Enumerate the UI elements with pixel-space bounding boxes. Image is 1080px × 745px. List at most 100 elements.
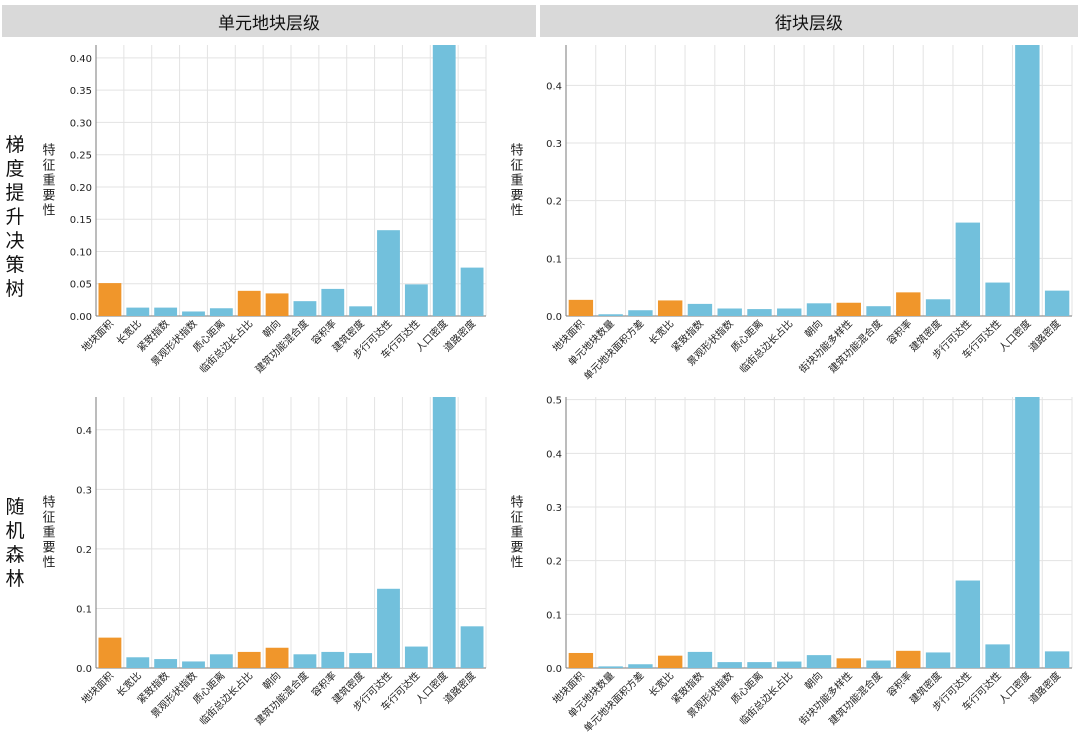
bar: [293, 301, 317, 316]
bar: [1044, 651, 1070, 668]
bar: [806, 303, 832, 316]
bar: [836, 302, 861, 316]
bar: [321, 651, 345, 668]
bar: [237, 651, 261, 668]
bar: [432, 45, 456, 316]
category-label: 道路密度: [1026, 669, 1063, 706]
y-tick-label: 0.1: [546, 254, 562, 265]
chart-rf-parcel: 0.00.10.20.30.4地块面积长宽比紧致指数景观形状指数质心距离临街总边…: [42, 397, 487, 728]
y-tick-label: 0.05: [70, 280, 92, 291]
y-tick-label: 0.1: [76, 604, 92, 615]
y-tick-label: 0.4: [546, 449, 562, 460]
y-tick-label: 0.35: [70, 86, 92, 97]
bar: [985, 644, 1010, 668]
bar: [717, 662, 742, 668]
category-label: 人口密度: [996, 317, 1033, 354]
bar: [747, 662, 772, 668]
y-tick-label: 0.30: [70, 118, 92, 129]
bar: [126, 307, 150, 316]
bar: [349, 306, 373, 316]
column-header-parcel-level: 单元地块层级: [2, 5, 536, 37]
bar: [925, 299, 951, 316]
y-tick-label: 0.3: [546, 503, 562, 514]
y-axis-label: 特征重要性: [42, 496, 55, 571]
bar: [209, 654, 233, 668]
bar: [598, 314, 623, 316]
y-axis-label: 特征重要性: [42, 144, 55, 219]
bar: [460, 626, 484, 668]
category-label: 街块功能多样性: [796, 669, 855, 728]
bar: [628, 664, 653, 668]
y-tick-label: 0.2: [546, 197, 562, 208]
bar: [896, 292, 921, 316]
bar: [955, 580, 981, 668]
y-tick-label: 0.1: [546, 610, 562, 621]
bar: [657, 655, 683, 668]
category-label: 人口密度: [996, 669, 1033, 706]
bar: [777, 308, 802, 316]
y-tick-label: 0.00: [70, 312, 92, 323]
row-label-random-forest: 随机森林: [5, 496, 25, 590]
bar: [98, 283, 122, 316]
y-tick-label: 0.3: [76, 485, 92, 496]
bar: [1015, 45, 1040, 316]
y-tick-label: 0.0: [546, 664, 562, 675]
bar: [432, 397, 456, 668]
category-label: 建筑功能混合度: [826, 317, 885, 376]
bar: [321, 288, 345, 316]
category-label: 朝向: [260, 669, 283, 692]
category-label: 景观形状指数: [148, 669, 200, 721]
bar: [349, 653, 373, 668]
bar: [657, 300, 683, 316]
category-label: 临街总边长占比: [737, 669, 796, 728]
category-label: 街块功能多样性: [796, 317, 855, 376]
y-tick-label: 0.0: [76, 664, 92, 675]
bar: [404, 646, 428, 668]
y-tick-label: 0.2: [546, 557, 562, 568]
y-tick-label: 0.5: [546, 396, 562, 407]
category-label: 朝向: [802, 669, 825, 692]
bar: [628, 310, 653, 316]
bar: [154, 659, 178, 668]
y-tick-label: 0.25: [70, 151, 92, 162]
bar: [182, 311, 205, 316]
y-tick-label: 0.4: [546, 81, 562, 92]
y-tick-label: 0.2: [76, 545, 92, 556]
bar: [687, 651, 713, 668]
bar: [896, 650, 921, 668]
bar: [126, 657, 150, 668]
bar: [460, 267, 484, 316]
bar: [377, 588, 400, 668]
category-label: 长宽比: [646, 317, 676, 347]
bar: [747, 309, 772, 316]
bar: [568, 652, 594, 668]
category-label: 临街总边长占比: [737, 317, 796, 376]
category-label: 容积率: [884, 317, 914, 347]
bar: [293, 654, 317, 668]
bar: [182, 661, 205, 668]
bar: [717, 308, 742, 316]
bar: [687, 303, 713, 316]
category-label: 容积率: [884, 669, 914, 699]
category-label: 景观形状指数: [148, 317, 200, 369]
bar: [154, 307, 178, 316]
bar: [925, 652, 951, 668]
y-axis-label: 特征重要性: [510, 496, 523, 571]
bar: [955, 222, 981, 316]
y-tick-label: 0.40: [70, 54, 92, 65]
bar: [598, 666, 623, 668]
bar: [806, 655, 832, 668]
bar: [265, 647, 289, 668]
bar: [377, 230, 400, 316]
chart-gbdt-parcel: 0.000.050.100.150.200.250.300.350.40地块面积…: [42, 45, 487, 376]
y-tick-label: 0.15: [70, 215, 92, 226]
bar: [98, 637, 122, 668]
category-label: 朝向: [802, 317, 825, 340]
bar: [209, 308, 233, 316]
category-label: 道路密度: [1026, 317, 1063, 354]
bar: [1015, 397, 1040, 668]
y-axis-label: 特征重要性: [510, 144, 523, 219]
